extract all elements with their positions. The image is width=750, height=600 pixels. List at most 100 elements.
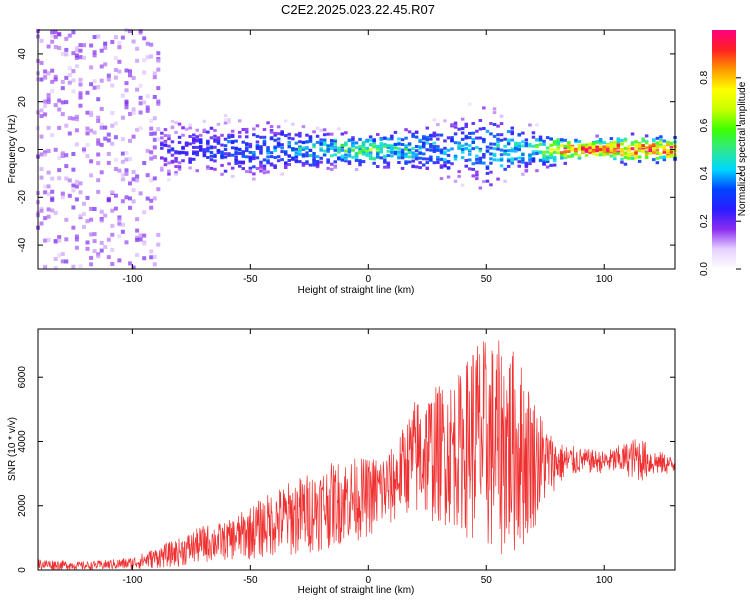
heatmap-cell [110, 40, 115, 44]
heatmap-cell [450, 147, 454, 151]
heatmap-cell [315, 165, 320, 169]
heatmap-cell [577, 154, 582, 158]
heatmap-cell [96, 34, 101, 39]
heatmap-cell [496, 158, 500, 162]
heatmap-cell [117, 217, 122, 222]
heatmap-cell [563, 150, 567, 154]
heatmap-cell [138, 110, 143, 115]
x-tick-label: 100 [596, 274, 613, 285]
heatmap-cell [238, 147, 242, 151]
heatmap-cell [372, 140, 376, 144]
heatmap-cell [623, 139, 628, 143]
heatmap-cell [397, 156, 401, 160]
heatmap-cell [521, 131, 525, 135]
heatmap-cell [273, 138, 277, 142]
heatmap-cell [446, 160, 451, 164]
heatmap-cell [241, 154, 245, 158]
heatmap-y-axis-label: Frequency (Hz) [7, 115, 18, 184]
heatmap-cell [301, 146, 306, 150]
heatmap-cell [64, 153, 69, 158]
heatmap-cell [464, 164, 468, 168]
heatmap-cell [616, 137, 621, 141]
heatmap-cell [478, 149, 483, 153]
heatmap-cell [439, 164, 444, 168]
heatmap-cell [418, 145, 422, 149]
heatmap-cell [252, 165, 256, 169]
heatmap-cell [471, 138, 475, 141]
heatmap-cell [531, 135, 536, 139]
heatmap-cell [315, 126, 320, 130]
heatmap-cell [99, 209, 104, 214]
heatmap-cell [644, 153, 649, 157]
heatmap-cell [192, 157, 196, 161]
heatmap-cell [591, 152, 596, 155]
heatmap-cell [432, 141, 437, 145]
heatmap-cell [213, 139, 217, 143]
heatmap-cell [255, 124, 260, 128]
heatmap-cell [188, 123, 192, 127]
heatmap-cell [262, 171, 267, 175]
heatmap-cell [71, 225, 76, 230]
heatmap-cell [602, 141, 606, 145]
heatmap-cell [71, 183, 76, 188]
heatmap-cell [425, 141, 429, 145]
heatmap-cell [609, 137, 614, 141]
heatmap-cell [269, 125, 274, 129]
heatmap-cell [669, 142, 674, 146]
heatmap-cell [227, 152, 231, 156]
heatmap-cell [464, 146, 468, 150]
heatmap-cell [46, 170, 51, 175]
heatmap-cell [174, 165, 178, 168]
heatmap-cell [96, 119, 101, 123]
heatmap-cell [662, 155, 667, 159]
heatmap-cell [46, 184, 51, 189]
heatmap-cell [570, 153, 575, 157]
heatmap-cell [315, 155, 320, 159]
heatmap-cell [528, 156, 532, 160]
heatmap-cell [549, 143, 553, 147]
heatmap-cell [57, 98, 62, 103]
snr-y-axis-label: SNR (10 * v/v) [7, 417, 18, 481]
heatmap-cell [71, 78, 76, 83]
heatmap-cell [206, 149, 210, 153]
heatmap-cell [255, 145, 260, 149]
heatmap-cell [368, 138, 373, 142]
heatmap-cell [74, 234, 79, 239]
heatmap-x-axis-label: Height of straight line (km) [298, 285, 415, 296]
heatmap-cell [450, 123, 454, 127]
heatmap-cell [368, 151, 373, 155]
heatmap-cell [577, 143, 582, 147]
heatmap-cell [177, 150, 182, 154]
heatmap-cell [627, 145, 631, 149]
heatmap-cell [496, 144, 500, 148]
heatmap-cell [99, 218, 104, 223]
heatmap-cell [96, 178, 101, 183]
heatmap-cell [53, 103, 58, 108]
heatmap-cell [347, 139, 352, 142]
heatmap-cell [99, 78, 104, 83]
heatmap-cell [351, 136, 355, 140]
heatmap-cell [383, 154, 387, 158]
heatmap-cell [220, 150, 224, 154]
heatmap-cell [666, 143, 670, 147]
heatmap-cell [152, 131, 157, 136]
heatmap-cell [170, 140, 175, 144]
heatmap-cell [347, 162, 352, 165]
heatmap-cell [167, 169, 171, 173]
heatmap-cell [315, 134, 320, 138]
heatmap-cell [319, 138, 323, 142]
heatmap-cell [471, 141, 475, 144]
heatmap-cell [422, 137, 426, 141]
heatmap-cell [574, 147, 578, 151]
heatmap-cell [245, 170, 249, 173]
heatmap-cell [475, 129, 479, 133]
heatmap-cell [124, 100, 129, 105]
heatmap-cell [199, 138, 203, 142]
heatmap-cell [634, 149, 638, 153]
heatmap-cell [411, 132, 415, 136]
heatmap-cell [499, 122, 504, 126]
heatmap-cell [598, 145, 603, 149]
heatmap-cell [372, 144, 376, 148]
heatmap-cell [120, 222, 125, 227]
heatmap-cell [584, 153, 589, 157]
